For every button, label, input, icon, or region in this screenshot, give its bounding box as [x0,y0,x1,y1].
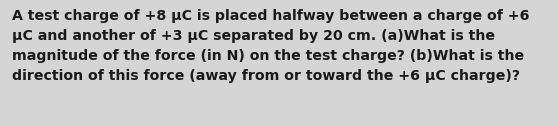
Text: A test charge of +8 μC is placed halfway between a charge of +6
μC and another o: A test charge of +8 μC is placed halfway… [12,9,530,83]
